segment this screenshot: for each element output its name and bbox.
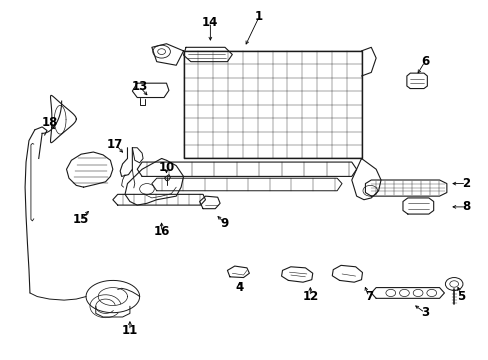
Text: 5: 5 <box>456 290 465 303</box>
Text: 7: 7 <box>364 290 372 303</box>
Text: 18: 18 <box>41 116 58 129</box>
Text: 1: 1 <box>255 10 263 23</box>
Text: 15: 15 <box>73 213 89 226</box>
Text: 10: 10 <box>158 161 174 174</box>
Text: 3: 3 <box>420 306 428 319</box>
Text: 8: 8 <box>461 201 469 213</box>
Text: 16: 16 <box>153 225 169 238</box>
Text: 13: 13 <box>131 80 147 93</box>
Text: 2: 2 <box>461 177 469 190</box>
Text: 17: 17 <box>107 138 123 150</box>
Text: 12: 12 <box>302 290 318 303</box>
Text: 9: 9 <box>221 216 229 230</box>
Text: 11: 11 <box>122 324 138 337</box>
Text: 14: 14 <box>202 16 218 29</box>
Text: 4: 4 <box>235 281 243 294</box>
Text: 6: 6 <box>420 55 428 68</box>
